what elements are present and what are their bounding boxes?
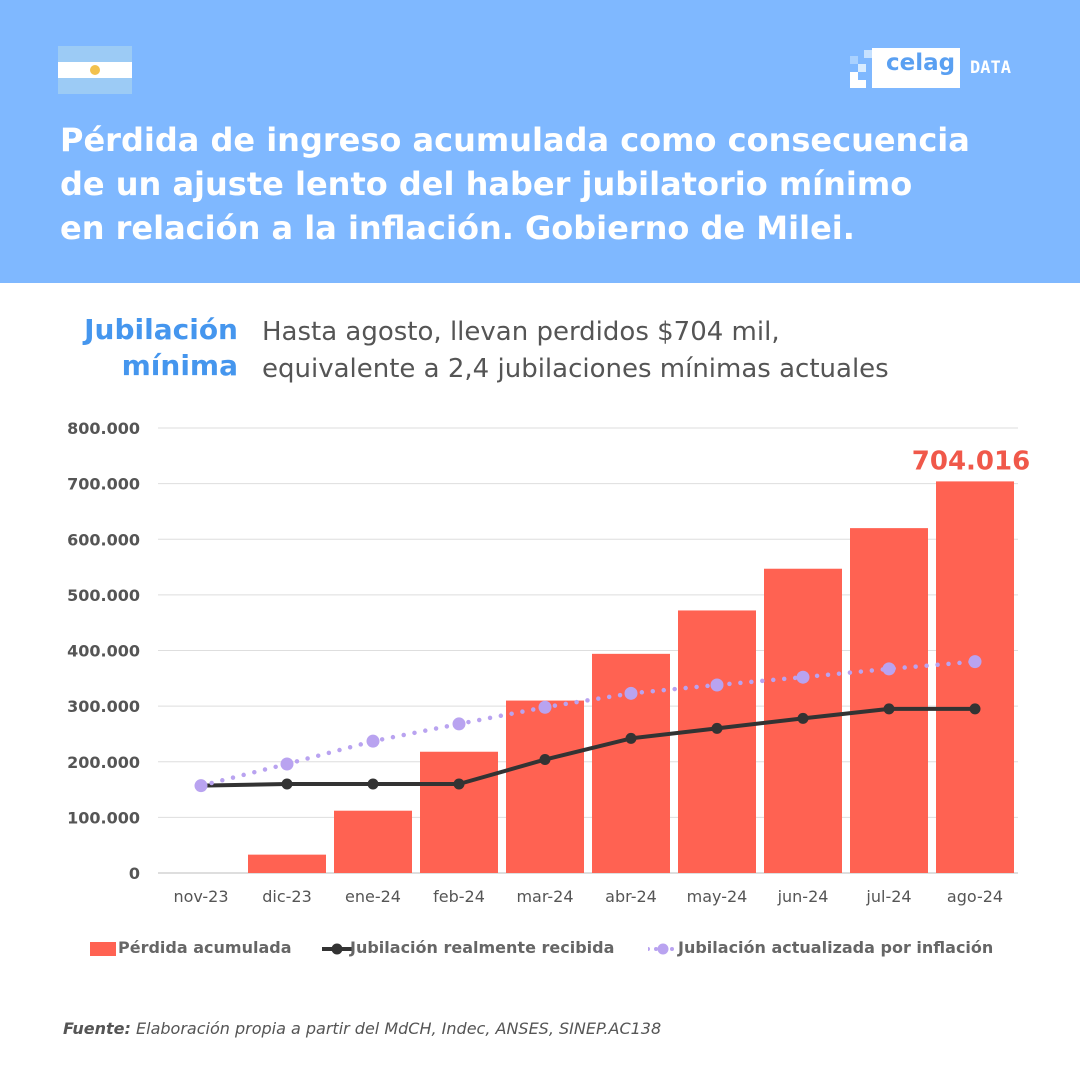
source-text: Elaboración propia a partir del MdCH, In… [136, 1019, 662, 1038]
received-point [711, 722, 723, 734]
inflation-point [452, 717, 466, 731]
received-point [281, 778, 293, 790]
legend-line-swatch-icon [322, 943, 352, 955]
received-line [200, 706, 975, 788]
y-tick-label: 600.000 [67, 530, 140, 549]
inflation-point [624, 686, 638, 700]
received-point [453, 778, 465, 790]
x-tick-label: ene-24 [345, 887, 401, 906]
loss-bar [850, 528, 928, 873]
inflation-line [198, 659, 978, 788]
bar-value-label: 704.016 [912, 446, 1030, 476]
chart-label-line-2: mínima [121, 349, 238, 382]
received-point [367, 778, 379, 790]
loss-bar [334, 810, 412, 873]
legend-item-loss: Pérdida acumulada [90, 936, 310, 962]
legend-dotted-swatch-icon [648, 943, 678, 955]
x-tick-label: jul-24 [865, 887, 911, 906]
logo-white-box [872, 48, 960, 88]
inflation-point [194, 779, 208, 793]
received-point [625, 732, 637, 744]
logo-suffix-text: DATA [970, 58, 1011, 78]
y-tick-label: 300.000 [67, 697, 140, 716]
x-tick-label: ago-24 [947, 887, 1003, 906]
y-tick-label: 500.000 [67, 586, 140, 605]
inflation-pension-series [194, 655, 982, 793]
inflation-point [538, 700, 552, 714]
loss-bar [592, 653, 670, 873]
inflation-point [882, 662, 896, 676]
argentina-flag-icon [58, 46, 132, 94]
inflation-point [710, 678, 724, 692]
inflation-point [280, 757, 294, 771]
legend-bar-swatch-icon [90, 942, 116, 956]
page-title: Pérdida de ingreso acumulada como consec… [60, 118, 1050, 250]
y-tick-label: 0 [129, 864, 140, 883]
received-pension-series [195, 703, 981, 792]
y-axis-ticks: 0 100.000 200.000 300.000 400.000 500.000 600.… [67, 419, 140, 883]
chart-label: Jubilación mínima [30, 312, 238, 384]
loss-bar [248, 854, 326, 873]
received-point [797, 712, 809, 724]
x-tick-label: dic-23 [262, 887, 312, 906]
x-axis-labels: nov-23 dic-23 ene-24 feb-24 mar-24 abr-24 may-… [173, 887, 1003, 906]
inflation-point [796, 670, 810, 684]
loss-bar [506, 700, 584, 873]
y-tick-label: 700.000 [67, 475, 140, 494]
loss-bar [420, 751, 498, 873]
title-line-2: de un ajuste lento del haber jubilatorio… [60, 165, 913, 203]
legend-label-received: Jubilación realmente recibida [350, 938, 615, 957]
chart-subtitle: Hasta agosto, llevan perdidos $704 mil, … [262, 314, 1042, 388]
subtitle-line-2: equivalente a 2,4 jubilaciones mínimas a… [262, 354, 889, 384]
y-tick-label: 100.000 [67, 808, 140, 827]
x-tick-label: mar-24 [516, 887, 573, 906]
celag-data-logo: celag DATA [850, 46, 1030, 90]
inflation-point [366, 734, 380, 748]
x-tick-label: abr-24 [605, 887, 657, 906]
x-tick-label: feb-24 [433, 887, 485, 906]
loss-bar [678, 610, 756, 873]
loss-bars [248, 481, 1014, 873]
subtitle-line-1: Hasta agosto, llevan perdidos $704 mil, [262, 317, 780, 347]
legend-label-loss: Pérdida acumulada [118, 938, 292, 957]
y-tick-label: 200.000 [67, 753, 140, 772]
source-label: Fuente: [63, 1019, 131, 1038]
x-tick-label: jun-24 [777, 887, 829, 906]
pixel-logo-icon [850, 50, 872, 88]
received-point [539, 754, 551, 766]
received-point [969, 703, 981, 715]
chart-label-line-1: Jubilación [84, 313, 238, 346]
legend-item-received: Jubilación realmente recibida [322, 936, 642, 962]
legend-item-inflation: Jubilación actualizada por inflación [648, 936, 1048, 962]
legend-label-inflation: Jubilación actualizada por inflación [678, 938, 994, 957]
loss-chart: 0 100.000 200.000 300.000 400.000 500.000 600.… [67, 419, 1030, 906]
chart-legend: Pérdida acumulada Jubilación realmente r… [90, 936, 1050, 962]
received-point [883, 703, 895, 715]
logo-brand-text: celag [886, 50, 956, 76]
y-tick-label: 800.000 [67, 419, 140, 438]
title-line-1: Pérdida de ingreso acumulada como consec… [60, 121, 970, 159]
header-banner: celag DATA Pérdida de ingreso acumulada … [0, 0, 1080, 283]
annotations: 704.016 [912, 446, 1030, 476]
title-line-3: en relación a la inflación. Gobierno de … [60, 209, 855, 247]
y-tick-label: 400.000 [67, 642, 140, 661]
loss-bar [936, 481, 1014, 873]
source-note: Fuente: Elaboración propia a partir del … [63, 1019, 661, 1038]
x-tick-label: may-24 [687, 887, 748, 906]
inflation-point [968, 655, 982, 669]
x-tick-label: nov-23 [173, 887, 228, 906]
